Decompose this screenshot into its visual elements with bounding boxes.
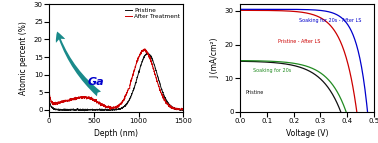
After Treatment: [47, 90, 51, 92]
After Treatment: [106, 107, 111, 108]
Pristine: [146, 52, 151, 54]
Pristine: [154, 72, 159, 73]
Y-axis label: Atomic percent (%): Atomic percent (%): [19, 21, 28, 95]
Pristine: [106, 109, 111, 111]
After Treatment: [181, 109, 186, 111]
After Treatment: [154, 78, 159, 80]
Pristine: [101, 109, 106, 110]
Pristine: [152, 64, 156, 66]
Text: Soaking for 20s - After LS: Soaking for 20s - After LS: [299, 18, 361, 23]
Text: Pristine - After LS: Pristine - After LS: [277, 39, 320, 44]
Line: After Treatment: After Treatment: [49, 49, 183, 110]
Pristine: [60, 109, 65, 111]
X-axis label: Depth (nm): Depth (nm): [94, 129, 138, 138]
Pristine: [181, 109, 186, 110]
Pristine: [139, 63, 144, 64]
X-axis label: Voltage (V): Voltage (V): [286, 129, 328, 138]
Text: Pristine: Pristine: [245, 90, 263, 95]
After Treatment: [101, 104, 106, 106]
After Treatment: [60, 101, 65, 102]
Y-axis label: J (mA/cm²): J (mA/cm²): [210, 38, 219, 78]
After Treatment: [152, 70, 156, 72]
Text: Soaking for 20s: Soaking for 20s: [253, 68, 291, 73]
After Treatment: [139, 51, 144, 53]
Text: Ga: Ga: [88, 77, 104, 87]
After Treatment: [143, 48, 147, 50]
Legend: Pristine, After Treatment: Pristine, After Treatment: [125, 7, 181, 19]
Pristine: [47, 100, 51, 102]
Line: Pristine: Pristine: [49, 53, 183, 111]
After Treatment: [174, 109, 179, 111]
Pristine: [82, 110, 87, 112]
